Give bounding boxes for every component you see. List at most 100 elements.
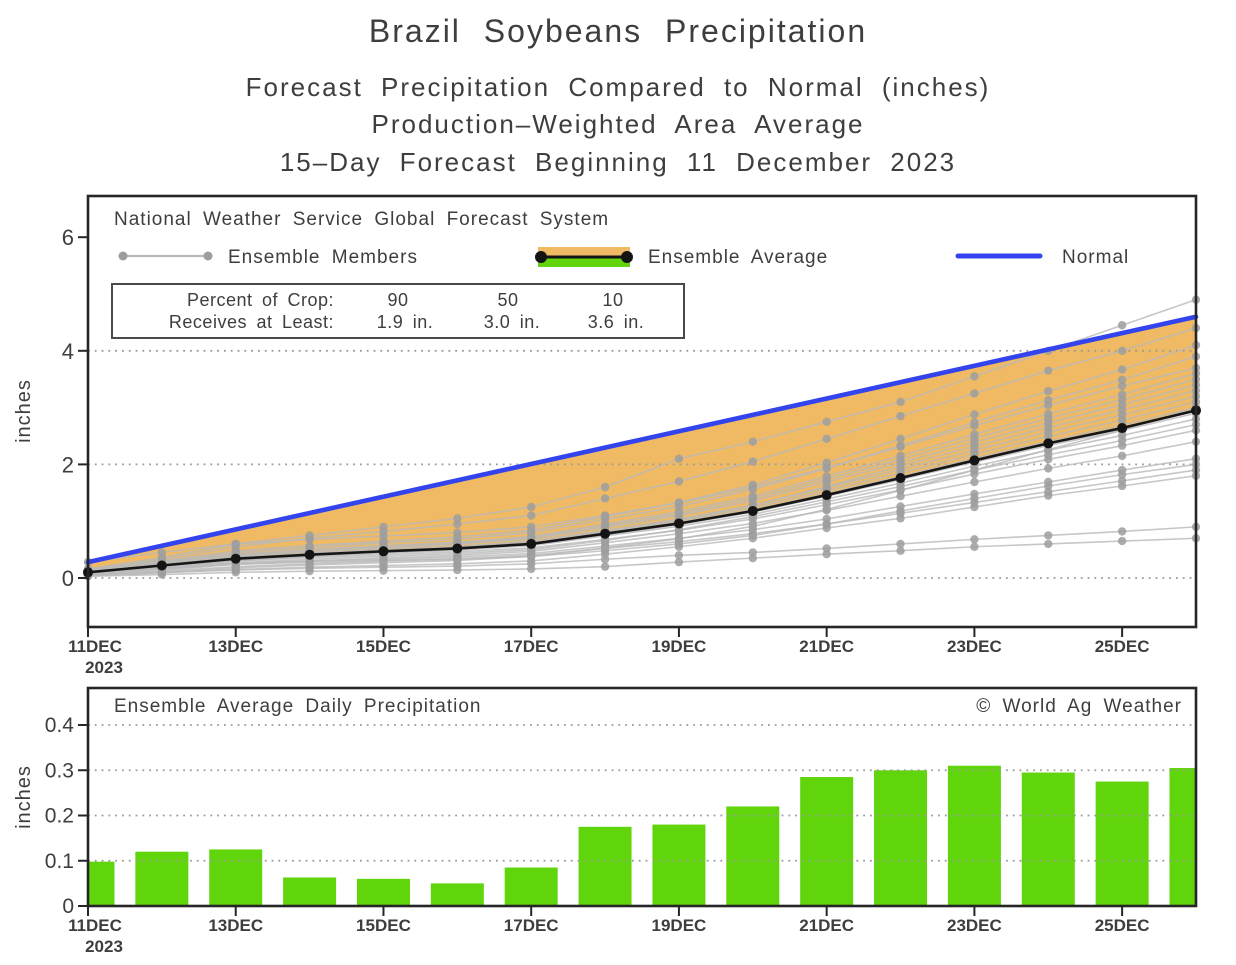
bottom-chart-frame bbox=[86, 686, 1198, 908]
ensemble-member-point bbox=[822, 417, 831, 426]
ensemble-member-point bbox=[822, 505, 831, 514]
ensemble-member-point bbox=[896, 539, 905, 549]
ensemble-average-point bbox=[895, 473, 906, 484]
crop-amount-90: 1.9 in. bbox=[377, 312, 434, 332]
ensemble-member-point bbox=[674, 498, 684, 507]
ensemble-member-point bbox=[674, 551, 684, 560]
ensemble-average-point bbox=[600, 528, 611, 539]
ensemble-member-point bbox=[527, 526, 536, 535]
daily-bar bbox=[430, 883, 484, 906]
ensemble-member-point bbox=[970, 372, 979, 381]
ensemble-average-point bbox=[1043, 438, 1054, 449]
crop-percent-90: 90 bbox=[387, 290, 408, 310]
ensemble-member-point bbox=[527, 511, 536, 520]
cumulative-precipitation-chart: 6 4 2 0 11DEC 13DEC 15DEC 17DEC 19DEC 21DEC 23DEC 2… bbox=[62, 194, 1201, 656]
ensemble-member-point bbox=[1044, 477, 1053, 487]
crop-table-row2-label: Receives at Least: bbox=[169, 312, 334, 332]
ensemble-member-point bbox=[822, 544, 831, 553]
daily-bar bbox=[209, 849, 263, 906]
daily-bar bbox=[800, 777, 854, 906]
legend-source-label: National Weather Service Global Forecast… bbox=[114, 209, 609, 230]
ensemble-member-point bbox=[1044, 531, 1053, 540]
ensemble-member-point bbox=[1117, 321, 1127, 330]
x-tick-label: 23DEC bbox=[947, 916, 1002, 935]
ensemble-member-point bbox=[379, 522, 388, 532]
y-tick-label: 0 bbox=[62, 895, 74, 918]
bottom-chart-y-axis-label: inches bbox=[13, 765, 35, 829]
bottom-chart-year-label: 2023 bbox=[85, 937, 123, 956]
x-tick-label: 25DEC bbox=[1095, 637, 1150, 656]
x-tick-label: 17DEC bbox=[504, 916, 559, 935]
ensemble-member-point bbox=[748, 548, 757, 557]
ensemble-member-line bbox=[87, 372, 1197, 572]
daily-bar bbox=[578, 826, 632, 906]
normal-vs-average-band bbox=[88, 316, 1196, 573]
x-tick-label: 11DEC bbox=[68, 637, 122, 656]
y-tick-label: 0.2 bbox=[45, 805, 74, 828]
ensemble-member-point bbox=[748, 480, 757, 490]
x-tick-label: 23DEC bbox=[947, 637, 1002, 656]
daily-bar bbox=[874, 770, 928, 906]
ensemble-average-point bbox=[969, 455, 980, 466]
y-tick-label: 4 bbox=[62, 339, 74, 364]
ensemble-member-point bbox=[453, 556, 462, 565]
ensemble-member-point bbox=[1117, 346, 1127, 355]
ensemble-member-point bbox=[1044, 396, 1053, 405]
crop-percentile-table: Percent of Crop: Receives at Least: 90 5… bbox=[111, 283, 685, 339]
daily-bar bbox=[283, 877, 337, 906]
ensemble-member-line bbox=[87, 384, 1197, 572]
ensemble-member-point bbox=[379, 558, 388, 567]
x-tick-label: 25DEC bbox=[1095, 916, 1150, 935]
x-tick-label: 11DEC bbox=[68, 916, 122, 935]
subtitle-area-average: Production–Weighted Area Average bbox=[372, 109, 865, 139]
x-tick-label: 19DEC bbox=[652, 637, 707, 656]
ensemble-member-line bbox=[87, 474, 1197, 577]
ensemble-member-line bbox=[87, 395, 1197, 573]
ensemble-member-point bbox=[600, 494, 610, 503]
ensemble-average-point bbox=[673, 518, 684, 529]
ensemble-member-line bbox=[87, 378, 1197, 572]
ensemble-average-point bbox=[747, 505, 758, 516]
ensemble-average-point bbox=[526, 538, 537, 549]
y-tick-label: 0.3 bbox=[45, 759, 74, 782]
ensemble-member-point bbox=[157, 553, 167, 562]
ensemble-member-point bbox=[970, 465, 979, 475]
ensemble-member-point bbox=[1117, 465, 1127, 475]
ensemble-average-legend-icon bbox=[535, 247, 633, 267]
legend-average-label: Ensemble Average bbox=[648, 247, 828, 268]
ensemble-members-legend-icon bbox=[118, 251, 213, 261]
ensemble-average-point bbox=[452, 543, 463, 554]
ensemble-member-point bbox=[1117, 527, 1127, 536]
ensemble-member-point bbox=[1044, 464, 1053, 473]
ensemble-member-point bbox=[970, 477, 979, 487]
ensemble-member-point bbox=[1117, 451, 1127, 461]
top-chart-y-axis-label: inches bbox=[13, 379, 35, 443]
ensemble-member-point bbox=[527, 552, 536, 561]
daily-bar bbox=[135, 851, 189, 906]
ensemble-member-point bbox=[970, 535, 979, 544]
ensemble-member-point bbox=[674, 557, 684, 567]
ensemble-member-line bbox=[87, 355, 1197, 572]
legend-members-label: Ensemble Members bbox=[228, 247, 418, 268]
ensemble-member-point bbox=[674, 454, 684, 463]
ensemble-member-point bbox=[305, 541, 314, 550]
ensemble-member-line bbox=[87, 526, 1197, 576]
ensemble-member-point bbox=[748, 492, 757, 501]
ensemble-member-point bbox=[1044, 539, 1053, 549]
ensemble-average-line bbox=[87, 409, 1197, 574]
ensemble-member-point bbox=[1044, 366, 1053, 375]
ensemble-average-point bbox=[230, 553, 241, 564]
ensemble-member-line bbox=[87, 440, 1197, 576]
daily-bar bbox=[356, 878, 410, 906]
ensemble-average-point bbox=[1117, 423, 1128, 434]
ensemble-member-point bbox=[748, 457, 757, 466]
legend-normal-label: Normal bbox=[1062, 247, 1129, 268]
ensemble-member-point bbox=[1117, 476, 1127, 486]
ensemble-member-point bbox=[896, 451, 905, 461]
ensemble-member-point bbox=[305, 531, 314, 540]
subtitle-forecast-period: 15–Day Forecast Beginning 11 December 20… bbox=[280, 147, 956, 177]
ensemble-average-point bbox=[378, 546, 389, 557]
ensemble-member-point bbox=[896, 397, 905, 407]
normal-line bbox=[85, 314, 1199, 565]
